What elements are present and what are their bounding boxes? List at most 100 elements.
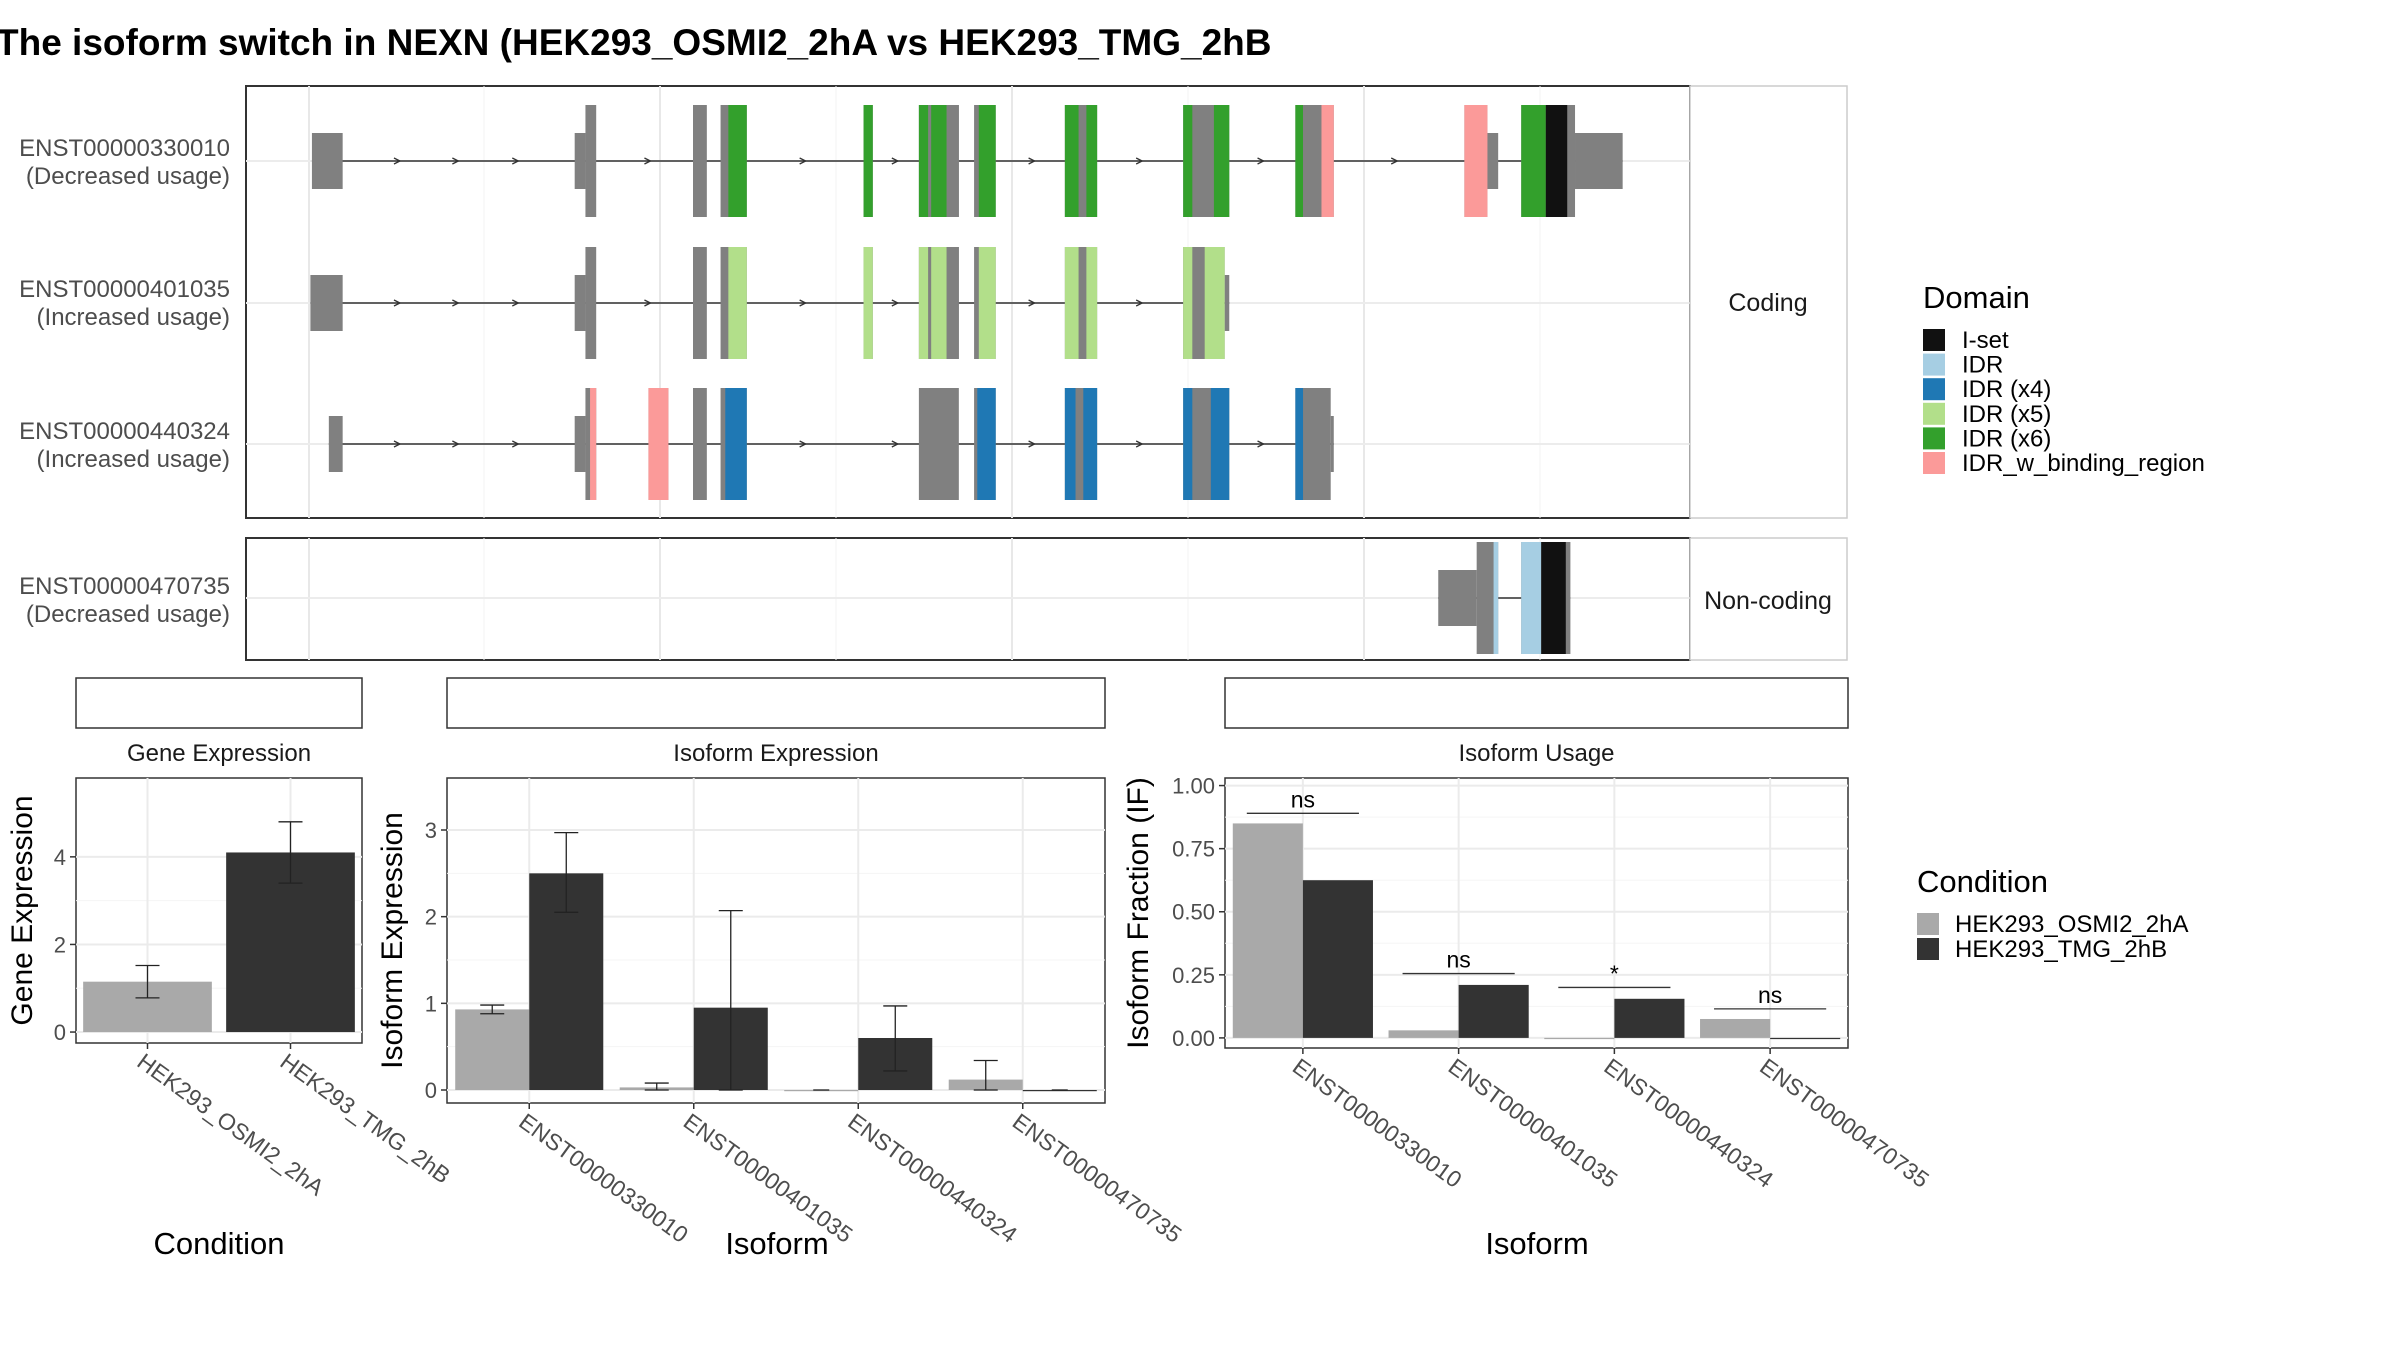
x-tick-label: ENST00000440324 — [843, 1108, 1022, 1248]
condition-legend-title: Condition — [1917, 864, 2048, 899]
panel-title: Isoform Expression — [673, 740, 878, 767]
y-tick-label: 4 — [54, 845, 66, 870]
utr-exon — [574, 275, 586, 331]
domain-block — [1183, 388, 1193, 500]
domain-block — [1183, 247, 1193, 359]
domain-block — [1295, 388, 1304, 500]
y-tick-label: 0 — [54, 1020, 66, 1045]
domain-block — [931, 247, 947, 359]
y-tick-label: 1.00 — [1172, 774, 1215, 799]
utr-exon — [574, 133, 586, 189]
noncoding-structure-panel — [245, 537, 1691, 661]
domain-block — [918, 105, 929, 217]
strand-arrow — [393, 299, 402, 307]
coding-exon — [585, 105, 597, 217]
condition-legend-key — [1917, 913, 1939, 935]
domain-block — [918, 247, 929, 359]
transcript-model — [328, 388, 1334, 500]
domain-legend-key — [1923, 378, 1945, 401]
strand-arrow — [393, 157, 402, 165]
bar — [1388, 1030, 1459, 1038]
transcript-usage: (Decreased usage) — [26, 163, 230, 190]
utr-exon — [1487, 133, 1499, 189]
panel-header — [1224, 677, 1849, 729]
bar — [1700, 1018, 1771, 1038]
transcript-model — [1438, 542, 1571, 654]
bar — [1458, 984, 1529, 1038]
x-tick-label: ENST00000401035 — [1444, 1053, 1623, 1193]
y-tick-label: 0.75 — [1172, 837, 1215, 862]
coding-transcripts — [310, 105, 1623, 500]
x-tick-label: ENST00000470735 — [1008, 1108, 1187, 1248]
utr-exon — [310, 275, 343, 331]
domain-legend-label: IDR (x4) — [1962, 376, 2051, 403]
x-axis-title: Condition — [154, 1226, 285, 1261]
domain-block — [1521, 542, 1542, 654]
strand-arrow — [1028, 157, 1037, 165]
y-tick-label: 3 — [425, 818, 437, 843]
domain-block — [1192, 388, 1211, 500]
strand-arrow — [799, 440, 808, 448]
strand-arrow — [644, 157, 652, 165]
strand-arrow — [1028, 440, 1037, 448]
domain-block — [1213, 105, 1230, 217]
noncoding-strip: Non-coding — [1689, 537, 1848, 661]
domain-block — [863, 247, 873, 359]
transcript-id: ENST00000401035 — [19, 276, 230, 303]
domain-block — [728, 247, 747, 359]
y-tick-label: 1 — [425, 991, 437, 1016]
domain-block — [1183, 105, 1193, 217]
panel-header — [446, 677, 1106, 729]
panel-title: Isoform Usage — [1458, 740, 1614, 767]
domain-block — [725, 388, 747, 500]
domain-block — [949, 247, 959, 359]
strand-arrow — [1390, 157, 1399, 165]
domain-block — [1210, 388, 1230, 500]
x-tick-label: ENST00000470735 — [1755, 1053, 1934, 1193]
coding-exon — [693, 388, 707, 500]
domain-block — [1521, 105, 1546, 217]
domain-block — [977, 388, 996, 500]
significance-label: * — [1610, 960, 1619, 986]
coding-exon — [585, 247, 597, 359]
y-axis-title: Isoform Fraction (IF) — [1122, 777, 1155, 1049]
strand-arrow — [512, 299, 520, 307]
domain-legend-title: Domain — [1923, 280, 2030, 315]
domain-block — [1083, 388, 1098, 500]
strand-arrow — [1028, 299, 1037, 307]
domain-block — [590, 388, 597, 500]
strand-arrow — [512, 157, 520, 165]
domain-legend-label: IDR_w_binding_region — [1962, 450, 2205, 477]
strand-arrow — [891, 299, 900, 307]
condition-legend-label: HEK293_OSMI2_2hA — [1955, 911, 2188, 938]
domain-legend-key — [1923, 329, 1945, 351]
significance-label: ns — [1758, 982, 1782, 1008]
coding-exon — [693, 247, 707, 359]
strand-arrow — [799, 299, 808, 307]
strand-arrow — [891, 440, 900, 448]
domain-block — [1493, 542, 1499, 654]
domain-block — [931, 105, 947, 217]
domain-block — [978, 105, 996, 217]
strand-arrow — [393, 440, 402, 448]
y-tick-label: 2 — [425, 905, 437, 930]
utr-exon — [1438, 570, 1477, 626]
domain-legend-label: IDR — [1962, 352, 2003, 379]
significance-label: ns — [1291, 786, 1315, 812]
strand-arrow — [1257, 157, 1266, 165]
coding-exon — [1476, 542, 1499, 654]
domain-legend-key — [1923, 402, 1945, 425]
y-axis-title: Gene Expression — [6, 795, 39, 1025]
coding-strip: Coding — [1689, 85, 1848, 519]
significance-label: ns — [1446, 947, 1470, 973]
utr-exon — [1575, 133, 1623, 189]
bar — [1544, 1037, 1615, 1040]
domain-block — [1295, 105, 1304, 217]
domain-block — [1192, 105, 1214, 217]
condition-legend-label: HEK293_TMG_2hB — [1955, 936, 2167, 963]
domain-block — [974, 247, 979, 359]
transcript-id: ENST00000440324 — [19, 418, 230, 445]
isoform-expression-chart: Isoform Expression 0 1 2 3 ENST00000330010 ENS… — [376, 677, 1187, 1261]
domain-legend-key — [1923, 427, 1945, 450]
